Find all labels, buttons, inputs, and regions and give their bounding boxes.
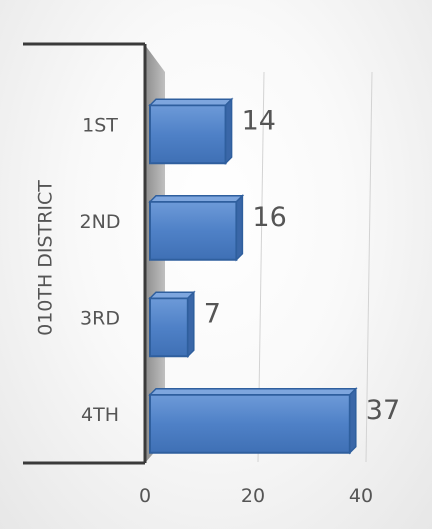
category-label-4th: 4TH — [81, 404, 119, 426]
bar-top-4th — [148, 388, 358, 396]
category-label-1st: 1ST — [82, 114, 118, 136]
bar-top-1st — [148, 98, 234, 106]
bar-side-2nd — [235, 193, 244, 262]
category-label-3rd: 3RD — [80, 307, 120, 329]
bar-side-4th — [349, 386, 357, 455]
value-label-1st: 14 — [242, 105, 276, 136]
bar-1st — [149, 104, 227, 165]
gridline-40 — [365, 71, 373, 463]
x-tick-label-20: 20 — [241, 485, 265, 507]
bar-top-3rd — [148, 291, 196, 299]
category-label-2nd: 2ND — [80, 211, 121, 233]
x-tick-label-0: 0 — [139, 485, 151, 507]
bar-3rd — [149, 297, 189, 358]
bar-side-3rd — [187, 290, 195, 359]
x-tick-label-40: 40 — [349, 485, 373, 507]
bar-side-1st — [224, 97, 233, 166]
bar-4th — [149, 393, 351, 454]
value-label-4th: 37 — [366, 395, 400, 426]
group-label: 010TH DISTRICT — [35, 180, 57, 336]
bar-top-2nd — [148, 195, 245, 203]
bar-2nd — [149, 200, 238, 261]
value-label-3rd: 7 — [204, 298, 221, 329]
value-label-2nd: 16 — [252, 202, 286, 233]
